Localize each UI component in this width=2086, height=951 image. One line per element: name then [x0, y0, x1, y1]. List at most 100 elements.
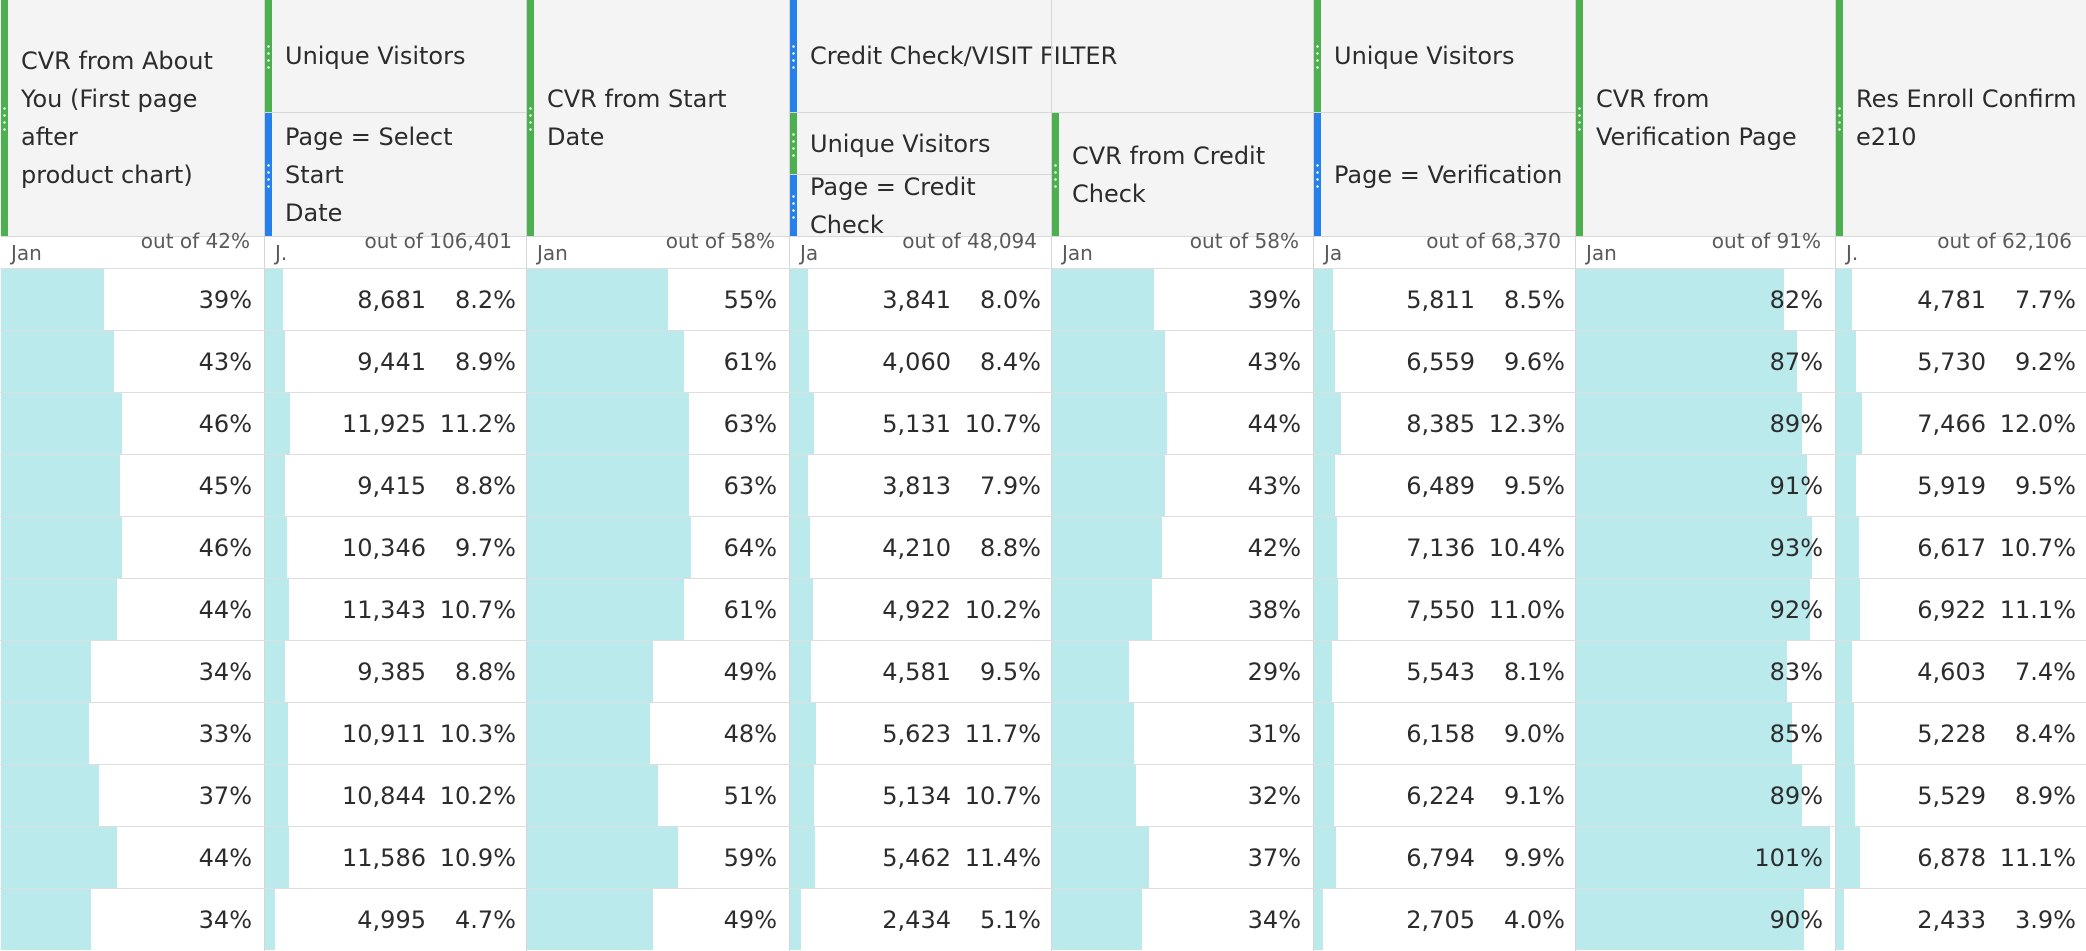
table-cell[interactable]: 64% [527, 517, 789, 578]
column-divider[interactable] [1575, 0, 1576, 951]
drag-handle-icon[interactable] [1578, 105, 1581, 131]
table-cell[interactable]: 4,060 8.4% [790, 331, 1051, 392]
table-cell[interactable]: 5,131 10.7% [790, 393, 1051, 454]
table-cell[interactable]: 10,911 10.3% [265, 703, 526, 764]
table-cell[interactable]: 5,919 9.5% [1836, 455, 2086, 516]
drag-handle-icon[interactable] [792, 130, 795, 157]
table-cell[interactable]: 4,995 4.7% [265, 889, 526, 950]
table-cell[interactable]: 5,623 11.7% [790, 703, 1051, 764]
table-cell[interactable]: 6,617 10.7% [1836, 517, 2086, 578]
table-cell[interactable]: 49% [527, 889, 789, 950]
column-divider[interactable] [1051, 0, 1052, 951]
table-cell[interactable]: 5,228 8.4% [1836, 703, 2086, 764]
table-cell[interactable]: 4,603 7.4% [1836, 641, 2086, 702]
table-cell[interactable]: 101% [1576, 827, 1835, 888]
table-cell[interactable]: 63% [527, 393, 789, 454]
table-cell[interactable]: 91% [1576, 455, 1835, 516]
table-cell[interactable]: 3,813 7.9% [790, 455, 1051, 516]
table-cell[interactable]: 5,462 11.4% [790, 827, 1051, 888]
table-cell[interactable]: 93% [1576, 517, 1835, 578]
table-cell[interactable]: 90% [1576, 889, 1835, 950]
table-cell[interactable]: 10,844 10.2% [265, 765, 526, 826]
column-divider[interactable] [1313, 0, 1314, 951]
table-cell[interactable]: 11,925 11.2% [265, 393, 526, 454]
table-cell[interactable]: 38% [1052, 579, 1313, 640]
table-cell[interactable]: 3,841 8.0% [790, 269, 1051, 330]
column-divider[interactable] [1835, 0, 1836, 951]
table-cell[interactable]: 2,705 4.0% [1314, 889, 1575, 950]
header-segment-page[interactable]: Page = Select Start Date [265, 113, 526, 237]
header-metric-column[interactable]: CVR from Start Date [527, 0, 789, 237]
table-cell[interactable]: 34% [1, 641, 264, 702]
table-cell[interactable]: 87% [1576, 331, 1835, 392]
table-cell[interactable]: 42% [1052, 517, 1313, 578]
table-cell[interactable]: 44% [1, 579, 264, 640]
table-cell[interactable]: 9,441 8.9% [265, 331, 526, 392]
table-cell[interactable]: 48% [527, 703, 789, 764]
table-cell[interactable]: 4,581 9.5% [790, 641, 1051, 702]
table-cell[interactable]: 9,385 8.8% [265, 641, 526, 702]
table-cell[interactable]: 7,466 12.0% [1836, 393, 2086, 454]
table-cell[interactable]: 51% [527, 765, 789, 826]
table-cell[interactable]: 6,922 11.1% [1836, 579, 2086, 640]
drag-handle-icon[interactable] [1838, 105, 1841, 131]
column-divider[interactable] [526, 0, 527, 951]
table-cell[interactable]: 37% [1052, 827, 1313, 888]
table-cell[interactable]: 34% [1, 889, 264, 950]
table-cell[interactable]: 6,794 9.9% [1314, 827, 1575, 888]
table-cell[interactable]: 6,489 9.5% [1314, 455, 1575, 516]
header-segment-page[interactable]: Page = Verification [1314, 113, 1575, 237]
table-cell[interactable]: 7,550 11.0% [1314, 579, 1575, 640]
table-cell[interactable]: 92% [1576, 579, 1835, 640]
table-cell[interactable]: 46% [1, 393, 264, 454]
header-metric-column[interactable]: CVR from About You (First page after produ… [1, 0, 264, 237]
table-cell[interactable]: 6,224 9.1% [1314, 765, 1575, 826]
table-cell[interactable]: 61% [527, 579, 789, 640]
table-cell[interactable]: 4,210 8.8% [790, 517, 1051, 578]
table-cell[interactable]: 11,343 10.7% [265, 579, 526, 640]
table-cell[interactable]: 4,922 10.2% [790, 579, 1051, 640]
table-cell[interactable]: 6,158 9.0% [1314, 703, 1575, 764]
drag-handle-icon[interactable] [792, 192, 795, 219]
table-cell[interactable]: 61% [527, 331, 789, 392]
table-cell[interactable]: 59% [527, 827, 789, 888]
table-cell[interactable]: 7,136 10.4% [1314, 517, 1575, 578]
table-cell[interactable]: 32% [1052, 765, 1313, 826]
header-metric-cvr-credit-check[interactable]: CVR from Credit Check [1052, 113, 1313, 237]
table-cell[interactable]: 46% [1, 517, 264, 578]
table-cell[interactable]: 29% [1052, 641, 1313, 702]
header-segment-page[interactable]: Page = Credit Check [790, 173, 1051, 239]
table-cell[interactable]: 5,730 9.2% [1836, 331, 2086, 392]
header-metric-column[interactable]: Res Enroll Confirm e210 [1836, 0, 2086, 237]
table-cell[interactable]: 82% [1576, 269, 1835, 330]
drag-handle-icon[interactable] [267, 161, 270, 188]
table-cell[interactable]: 89% [1576, 765, 1835, 826]
table-cell[interactable]: 33% [1, 703, 264, 764]
header-metric-unique-visitors[interactable]: Unique Visitors [790, 113, 1051, 175]
table-cell[interactable]: 39% [1052, 269, 1313, 330]
table-cell[interactable]: 5,811 8.5% [1314, 269, 1575, 330]
table-cell[interactable]: 44% [1, 827, 264, 888]
table-cell[interactable]: 39% [1, 269, 264, 330]
header-metric-unique-visitors[interactable]: Unique Visitors [265, 0, 526, 113]
table-cell[interactable]: 6,878 11.1% [1836, 827, 2086, 888]
table-cell[interactable]: 55% [527, 269, 789, 330]
table-cell[interactable]: 5,134 10.7% [790, 765, 1051, 826]
table-cell[interactable]: 8,385 12.3% [1314, 393, 1575, 454]
table-cell[interactable]: 43% [1, 331, 264, 392]
table-cell[interactable]: 11,586 10.9% [265, 827, 526, 888]
drag-handle-icon[interactable] [1316, 161, 1319, 188]
table-cell[interactable]: 37% [1, 765, 264, 826]
table-cell[interactable]: 5,529 8.9% [1836, 765, 2086, 826]
table-cell[interactable]: 85% [1576, 703, 1835, 764]
column-divider[interactable] [789, 0, 790, 951]
drag-handle-icon[interactable] [1054, 161, 1057, 188]
header-metric-column[interactable]: CVR from Verification Page [1576, 0, 1835, 237]
table-cell[interactable]: 4,781 7.7% [1836, 269, 2086, 330]
table-cell[interactable]: 9,415 8.8% [265, 455, 526, 516]
drag-handle-icon[interactable] [529, 105, 532, 131]
table-cell[interactable]: 2,433 3.9% [1836, 889, 2086, 950]
table-cell[interactable]: 63% [527, 455, 789, 516]
drag-handle-icon[interactable] [792, 43, 795, 69]
table-cell[interactable]: 44% [1052, 393, 1313, 454]
